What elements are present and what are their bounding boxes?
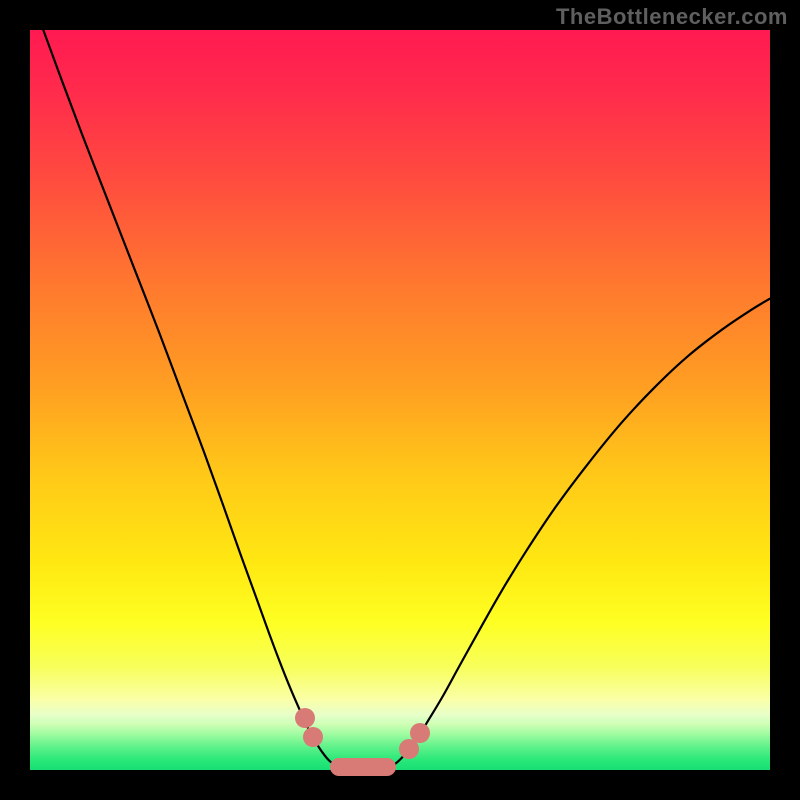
valley-marker-0 [295, 708, 315, 728]
plot-area [30, 30, 770, 770]
valley-marker-1 [303, 727, 323, 747]
markers-layer [30, 30, 770, 770]
watermark: TheBottlenecker.com [556, 4, 788, 30]
valley-marker-2 [330, 758, 396, 776]
valley-marker-4 [410, 723, 430, 743]
